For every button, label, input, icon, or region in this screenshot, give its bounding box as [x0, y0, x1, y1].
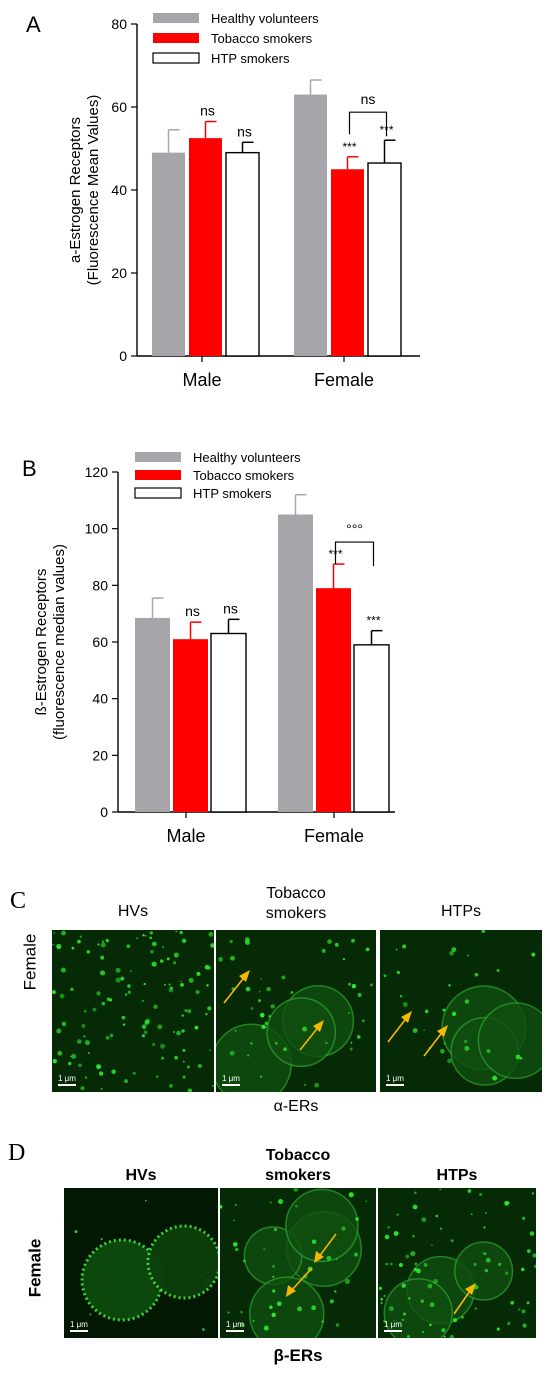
micrograph-c-hvs: 1 μm — [52, 930, 214, 1092]
legend-label: Healthy volunteers — [193, 450, 301, 465]
scale-bar: 1 μm — [70, 1320, 88, 1332]
y-tick-label: 100 — [85, 521, 109, 537]
significance-label: ns — [237, 123, 252, 139]
legend-label: HTP smokers — [193, 486, 272, 501]
y-tick-label: 80 — [92, 577, 108, 593]
bar — [367, 162, 402, 357]
bar — [316, 588, 351, 812]
scale-bar: 1 μm — [386, 1074, 404, 1086]
bar — [173, 639, 208, 812]
column-title-hvs: HVs — [117, 903, 149, 920]
legend-label: Tobacco smokers — [211, 31, 313, 46]
bar — [353, 644, 390, 813]
bar — [210, 632, 247, 813]
y-tick-label: 60 — [111, 99, 127, 115]
fluorescence-texture — [220, 1188, 368, 1338]
y-tick-label: 0 — [119, 348, 127, 364]
legend-swatch — [152, 52, 200, 64]
y-tick-label: 80 — [111, 16, 127, 32]
comparison-bracket — [348, 111, 388, 137]
chart-a-alpha-er: 0 20 40 60 80 a-Estrogen Receptors (Fluorescen… — [67, 11, 420, 390]
legend-swatch — [135, 452, 181, 462]
column-title-htps: HTPs — [436, 1167, 478, 1184]
column-title-htps: HTPs — [441, 903, 481, 920]
bar — [294, 94, 327, 357]
column-title-tobacco: Tobacco smokers — [265, 885, 327, 922]
x-tick-label: Female — [314, 370, 374, 390]
bottom-label-alpha-ers: α-ERs — [273, 1098, 319, 1115]
legend-swatch — [153, 13, 199, 23]
panel-label-a: A — [26, 12, 41, 37]
arrow-icon — [453, 1283, 476, 1315]
micrograph-c-htps: 1 μm — [380, 930, 542, 1092]
significance-label: *** — [342, 140, 356, 154]
y-tick-label: 120 — [85, 464, 109, 480]
micrograph-panel-d: HVs Tobacco smokers HTPs Female 1 μm 1 μ… — [0, 1130, 550, 1380]
bar — [189, 138, 222, 356]
legend-swatch — [135, 470, 181, 480]
bar — [225, 151, 260, 357]
chart-b-beta-er: 0 20 40 60 80 100 120 ß-Estrogen Receptors (fluo… — [33, 450, 395, 846]
bar — [152, 152, 185, 356]
column-title-hvs: HVs — [125, 1167, 157, 1184]
legend-swatch — [153, 33, 199, 43]
significance-label: *** — [366, 614, 380, 628]
significance-label: ns — [223, 600, 238, 616]
micrograph-panel-c: HVs Tobacco smokers HTPs Female 1 μm 1 μ… — [0, 880, 550, 1115]
comparison-label: ns — [361, 91, 376, 107]
micrograph-c-tobacco: 1 μm — [216, 930, 376, 1092]
bottom-label-beta-ers: β-ERs — [273, 1346, 323, 1365]
significance-label: ns — [200, 103, 215, 119]
bar — [278, 514, 313, 812]
micrograph-d-tobacco: 1 μm — [220, 1188, 376, 1338]
fluorescence-texture — [216, 937, 373, 1092]
legend-swatch — [134, 487, 182, 499]
x-tick-label: Male — [182, 370, 221, 390]
arrow-icon — [286, 1233, 337, 1297]
fluorescence-texture — [52, 930, 214, 1092]
y-tick-label: 20 — [111, 265, 127, 281]
legend-label: HTP smokers — [211, 51, 290, 66]
comparison-label: °°° — [346, 521, 363, 537]
panel-label-b: B — [22, 456, 37, 481]
y-tick-label: 60 — [92, 634, 108, 650]
scale-bar: 1 μm — [58, 1074, 76, 1086]
legend-label: Healthy volunteers — [211, 11, 319, 26]
arrow-icon — [223, 970, 324, 1051]
panel-label-d: D — [8, 1140, 26, 1166]
y-axis-label: ß-Estrogen Receptors — [33, 569, 50, 716]
arrow-icon — [387, 1011, 448, 1057]
fluorescence-texture — [378, 1188, 536, 1338]
x-tick-label: Female — [304, 826, 364, 846]
comparison-bracket — [334, 541, 375, 567]
panel-label-c: C — [10, 888, 27, 914]
micrograph-d-htps: 1 μm — [378, 1188, 536, 1338]
row-label-female: Female — [25, 1238, 45, 1298]
significance-label: ns — [185, 603, 200, 619]
row-label-female: Female — [20, 933, 40, 991]
x-tick-label: Male — [166, 826, 205, 846]
y-tick-label: 20 — [92, 747, 108, 763]
y-tick-label: 40 — [92, 691, 108, 707]
micrograph-d-hvs: 1 μm — [64, 1188, 218, 1338]
y-tick-label: 40 — [111, 182, 127, 198]
y-axis-label-2: (Fluorescence Mean Values) — [85, 95, 102, 286]
scale-bar: 1 μm — [222, 1074, 240, 1086]
y-tick-label: 0 — [100, 804, 108, 820]
bar — [135, 617, 170, 812]
y-axis-label-2: (fluorescence median values) — [51, 544, 68, 740]
legend-label: Tobacco smokers — [193, 468, 295, 483]
y-axis-label: a-Estrogen Receptors — [67, 117, 84, 263]
scale-bar: 1 μm — [226, 1320, 244, 1332]
bar — [331, 169, 364, 356]
scale-bar: 1 μm — [384, 1320, 402, 1332]
column-title-tobacco: Tobacco smokers — [265, 1147, 331, 1184]
fluorescence-texture — [383, 930, 542, 1086]
